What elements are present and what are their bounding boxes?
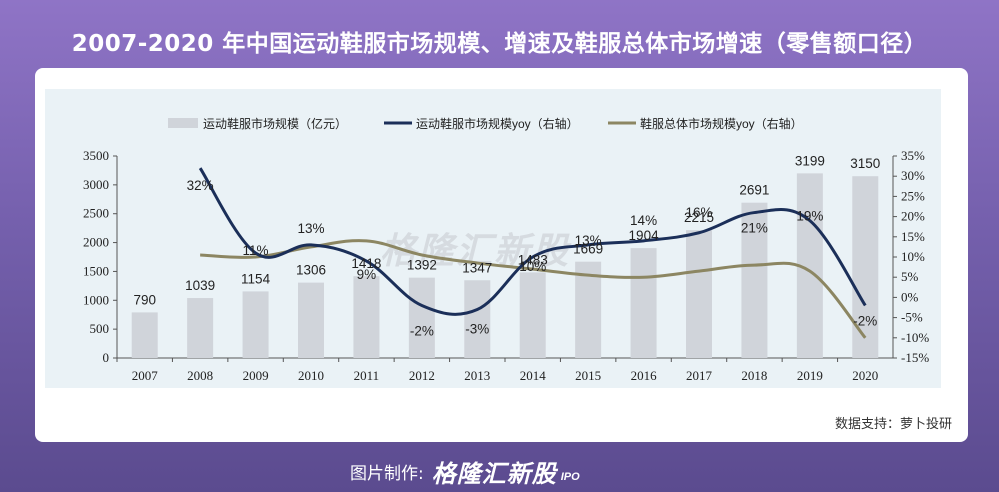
x-tick-label: 2008 [187,368,213,383]
bar [242,291,269,358]
right-tick-label: 30% [901,168,925,183]
bar [741,202,768,358]
yoy-value-label: 16% [685,205,712,220]
left-tick-label: 1500 [83,263,109,278]
bar-value-label: 2691 [739,183,769,198]
series-line-total-yoy [200,239,867,339]
left-tick-label: 2000 [83,235,109,250]
bar [408,277,435,358]
left-tick-label: 3500 [83,148,109,163]
data-source: 数据支持：萝卜投研 [834,417,952,432]
right-tick-label: 25% [901,188,925,203]
x-tick-label: 2018 [741,368,767,383]
yoy-value-label: 19% [796,209,823,224]
right-tick-label: -15% [901,350,929,365]
yoy-value-label: 14% [630,213,657,228]
x-tick-label: 2010 [298,368,324,383]
bar-value-label: 1669 [573,242,603,257]
x-tick-label: 2014 [520,368,547,383]
bar [686,230,712,358]
legend-label-total-yoy: 鞋服总体市场规模yoy（右轴） [640,116,803,131]
bar [519,272,546,358]
bar-value-label: 2215 [684,210,714,225]
bar [187,298,214,358]
bar-value-label: 3150 [850,156,880,171]
credit-brand-logo: 格隆汇新股 [431,459,557,488]
bar [464,280,491,358]
x-tick-label: 2017 [686,368,713,383]
x-tick-label: 2013 [464,368,490,383]
bar [630,248,657,358]
yoy-value-label: 13% [297,221,324,236]
right-tick-label: -10% [901,330,929,345]
bar-value-label: 1483 [518,252,548,267]
right-tick-label: 0% [901,289,919,304]
bar-value-label: 1039 [185,278,215,293]
legend-label-sport-yoy: 运动鞋服市场规模yoy（右轴） [416,116,579,131]
x-tick-label: 2015 [575,368,601,383]
bar-value-label: 1154 [241,271,271,286]
x-tick-label: 2019 [797,368,823,383]
credit-ipo-suffix: IPO [560,471,580,483]
x-tick-label: 2020 [852,368,878,383]
right-tick-label: 20% [901,209,925,224]
bar [852,176,879,358]
bar [298,282,324,358]
x-tick-label: 2009 [243,368,269,383]
bar-value-label: 3199 [795,153,825,168]
yoy-value-label: 32% [187,178,214,193]
left-tick-label: 500 [90,321,110,336]
bar-value-label: 1392 [407,258,437,273]
yoy-value-label: 13% [575,233,602,248]
left-tick-label: 1000 [83,292,109,307]
x-tick-label: 2007 [132,368,159,383]
right-tick-label: 5% [901,269,919,284]
x-tick-label: 2011 [354,368,380,383]
right-tick-label: -5% [901,310,923,325]
yoy-value-label: 21% [741,221,768,236]
page-title: 2007-2020 年中国运动鞋服市场规模、增速及鞋服总体市场增速（零售额口径） [71,31,928,57]
x-tick-label: 2016 [631,368,658,383]
right-tick-label: 35% [901,148,925,163]
yoy-value-label: 9% [357,267,377,282]
bar [575,261,602,358]
legend-swatch-bar [168,118,198,128]
left-tick-label: 3000 [83,177,109,192]
yoy-value-label: -2% [853,313,877,328]
left-tick-label: 0 [103,350,110,365]
right-tick-label: 10% [901,249,925,264]
yoy-value-label: 11% [243,243,269,258]
bar-value-label: 1347 [462,260,492,275]
bar-value-label: 1418 [351,256,381,271]
bar-value-label: 1306 [296,263,326,278]
bar-value-label: 1904 [629,228,660,243]
yoy-value-label: -3% [465,322,489,337]
legend-label-bar: 运动鞋服市场规模（亿元） [203,116,347,131]
yoy-value-label: -2% [410,323,434,338]
image-credit: 图片制作: 格隆汇新股 IPO [350,456,580,488]
credit-label: 图片制作: [350,463,424,484]
bar [353,276,380,358]
bar [131,312,158,358]
right-tick-label: 15% [901,229,925,244]
yoy-value-label: 10% [519,259,546,274]
x-tick-label: 2012 [409,368,435,383]
left-tick-label: 2500 [83,206,109,221]
series-line-sport-yoy [198,167,867,316]
bar-value-label: 790 [133,292,156,307]
